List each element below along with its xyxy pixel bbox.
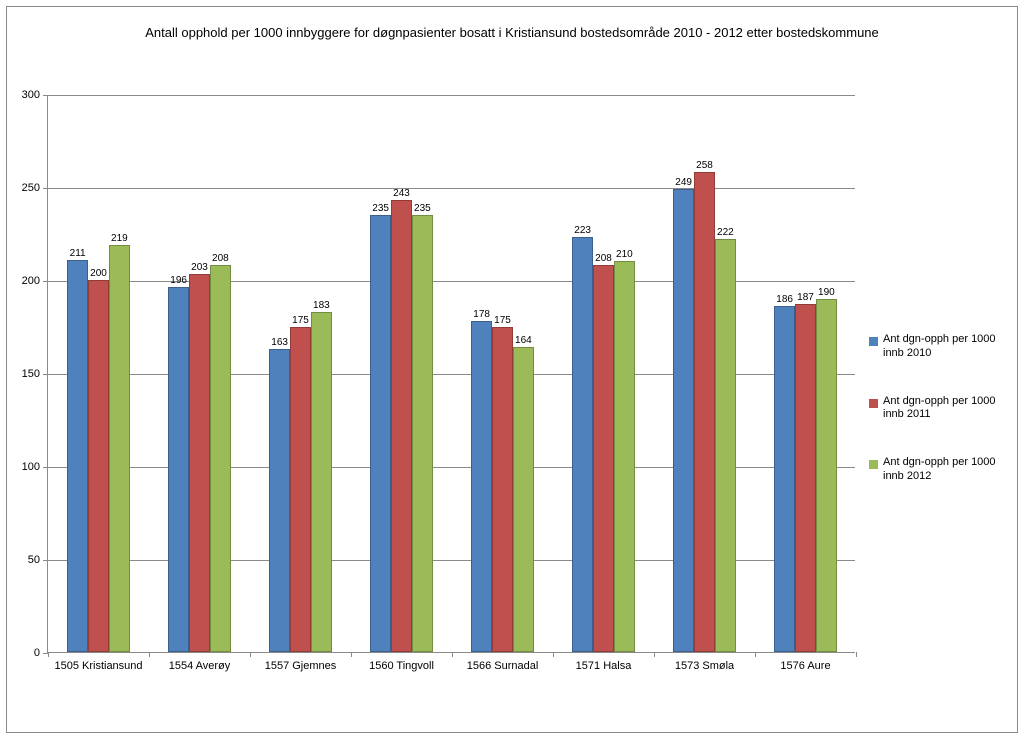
bar-value-label: 219 [111, 233, 128, 244]
y-tick-mark [43, 374, 48, 375]
bar-value-label: 235 [414, 203, 431, 214]
x-tick-label: 1560 Tingvoll [369, 660, 434, 672]
x-tick-mark [654, 652, 655, 657]
x-tick-mark [856, 652, 857, 657]
bar-value-label: 183 [313, 300, 330, 311]
bar-value-label: 200 [90, 268, 107, 279]
legend-item: Ant dgn-opph per 1000 innb 2011 [869, 395, 1017, 423]
x-tick-mark [452, 652, 453, 657]
bar-value-label: 208 [212, 253, 229, 264]
x-tick-mark [149, 652, 150, 657]
bar [593, 265, 614, 652]
y-tick-mark [43, 95, 48, 96]
y-tick-label: 50 [28, 554, 40, 566]
bar-value-label: 211 [70, 248, 86, 259]
x-tick-label: 1573 Smøla [675, 660, 734, 672]
bar-value-label: 235 [372, 203, 389, 214]
bar [694, 172, 715, 652]
x-tick-mark [553, 652, 554, 657]
y-tick-mark [43, 281, 48, 282]
bar [715, 239, 736, 652]
bar [311, 312, 332, 652]
legend-swatch [869, 399, 878, 408]
legend-label: Ant dgn-opph per 1000 innb 2012 [883, 456, 1017, 484]
bar [492, 327, 513, 653]
plot-area: 0501001502002503001505 Kristiansund21120… [47, 95, 855, 653]
bar [88, 280, 109, 652]
legend-item: Ant dgn-opph per 1000 innb 2010 [869, 333, 1017, 361]
x-tick-mark [250, 652, 251, 657]
bar-value-label: 196 [170, 275, 187, 286]
grid-line [48, 188, 855, 189]
bar [210, 265, 231, 652]
legend-label: Ant dgn-opph per 1000 innb 2010 [883, 333, 1017, 361]
bar-value-label: 222 [717, 227, 734, 238]
y-tick-label: 0 [34, 647, 40, 659]
x-tick-label: 1571 Halsa [576, 660, 632, 672]
bar [795, 304, 816, 652]
y-tick-label: 100 [22, 461, 40, 473]
bar [370, 215, 391, 652]
y-tick-mark [43, 467, 48, 468]
bar [471, 321, 492, 652]
bar [290, 327, 311, 653]
bar-value-label: 164 [515, 335, 532, 346]
bar [67, 260, 88, 652]
legend-label: Ant dgn-opph per 1000 innb 2011 [883, 395, 1017, 423]
bar-value-label: 258 [696, 160, 713, 171]
bar-value-label: 190 [818, 287, 835, 298]
y-tick-label: 150 [22, 368, 40, 380]
grid-line [48, 95, 855, 96]
x-tick-mark [351, 652, 352, 657]
x-tick-label: 1554 Averøy [169, 660, 231, 672]
y-tick-mark [43, 188, 48, 189]
bar [168, 287, 189, 652]
legend-swatch [869, 337, 878, 346]
bar [109, 245, 130, 652]
bar-value-label: 175 [292, 315, 309, 326]
chart-frame: Antall opphold per 1000 innbyggere for d… [6, 6, 1018, 733]
bar-value-label: 163 [271, 337, 288, 348]
x-tick-label: 1557 Gjemnes [265, 660, 337, 672]
bar-value-label: 243 [393, 188, 410, 199]
legend: Ant dgn-opph per 1000 innb 2010 Ant dgn-o… [869, 333, 1017, 518]
bar-value-label: 175 [494, 315, 511, 326]
bar-value-label: 208 [595, 253, 612, 264]
bar [391, 200, 412, 652]
x-tick-label: 1576 Aure [780, 660, 830, 672]
bar [614, 261, 635, 652]
bar-value-label: 223 [574, 225, 591, 236]
x-tick-label: 1566 Surnadal [467, 660, 539, 672]
y-tick-mark [43, 560, 48, 561]
chart-title: Antall opphold per 1000 innbyggere for d… [7, 25, 1017, 40]
bar-value-label: 187 [797, 292, 814, 303]
x-tick-label: 1505 Kristiansund [54, 660, 142, 672]
x-tick-mark [48, 652, 49, 657]
bar [269, 349, 290, 652]
bar-value-label: 178 [473, 309, 490, 320]
bar-value-label: 203 [191, 262, 208, 273]
bar [673, 189, 694, 652]
bar [816, 299, 837, 652]
bar-value-label: 210 [616, 249, 633, 260]
bar-value-label: 249 [675, 177, 692, 188]
y-tick-label: 300 [22, 89, 40, 101]
bar-value-label: 186 [776, 294, 793, 305]
x-tick-mark [755, 652, 756, 657]
y-tick-label: 250 [22, 182, 40, 194]
bar [412, 215, 433, 652]
bar [774, 306, 795, 652]
legend-item: Ant dgn-opph per 1000 innb 2012 [869, 456, 1017, 484]
bar [189, 274, 210, 652]
bar [513, 347, 534, 652]
bar [572, 237, 593, 652]
legend-swatch [869, 460, 878, 469]
y-tick-label: 200 [22, 275, 40, 287]
